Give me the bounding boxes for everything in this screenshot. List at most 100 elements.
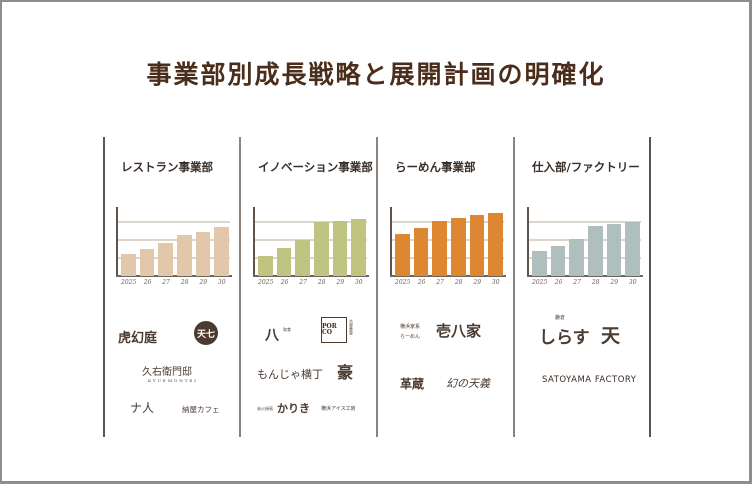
bar-chart: 2025 26 27 28 29 30 xyxy=(527,207,649,286)
divider-line xyxy=(103,137,105,437)
x-tick-label: 30 xyxy=(491,279,500,286)
panel-title: レストラン事業部 xyxy=(121,160,213,174)
bar-2025 xyxy=(121,253,136,276)
x-tick-label: 28 xyxy=(454,279,463,286)
logo-ten: 天 xyxy=(601,325,621,347)
page-title: 事業部別成長戦略と展開計画の明確化 xyxy=(146,60,606,89)
divider-line xyxy=(513,137,515,437)
bar-28 xyxy=(314,221,329,276)
panel-title: らーめん事業部 xyxy=(395,160,476,174)
x-tick-label: 29 xyxy=(610,279,619,286)
logo-taishu-shokudo: 大衆食堂 xyxy=(349,319,354,335)
logo-kakuzo: 革蔵 xyxy=(400,377,425,391)
x-axis xyxy=(253,275,369,277)
divider-line xyxy=(239,137,241,437)
bar-chart: 2025 26 27 28 29 30 xyxy=(390,207,512,286)
x-tick-label: 2025 xyxy=(395,279,411,286)
logo-kariki: かりき xyxy=(277,402,310,415)
logo-tenshichi: 天七 xyxy=(194,321,218,345)
logo-satoyama-factory: SATOYAMA FACTORY xyxy=(542,375,637,385)
x-tick-label: 27 xyxy=(436,279,444,286)
bar-27 xyxy=(432,220,448,276)
bar-29 xyxy=(469,215,485,276)
bar-2025 xyxy=(532,250,547,276)
panel-factory: 仕入部/ファクトリー 2025 26 27 28 29 30 鎌倉 しらす 天 SATOY… xyxy=(515,137,650,437)
logo-sumibi: 炭火焼鳥 xyxy=(257,406,273,411)
logo-iekei: 横浜家系 xyxy=(400,324,421,330)
x-tick-label: 30 xyxy=(354,279,363,286)
x-tick-label: 30 xyxy=(217,279,226,286)
x-tick-label: 2025 xyxy=(121,279,137,286)
bar-27 xyxy=(158,243,174,276)
logo-ichihachiya: 壱八家 xyxy=(436,322,482,340)
y-axis xyxy=(527,207,529,277)
panel-restaurant: レストラン事業部 2025 26 27 28 29 30 虎幻庭 天七 久右衛門邸 KYU… xyxy=(104,137,239,437)
bar-chart: 2025 26 27 28 29 30 xyxy=(253,207,375,286)
bar-26 xyxy=(550,245,566,276)
logo-maboroshi-tengi: 幻の天義 xyxy=(446,377,490,390)
y-axis xyxy=(390,207,392,277)
x-tick-label: 29 xyxy=(199,279,208,286)
bar-30 xyxy=(351,219,367,276)
x-tick-label: 2025 xyxy=(258,279,274,286)
divider-line xyxy=(649,137,651,437)
bar-29 xyxy=(332,220,348,276)
bar-30 xyxy=(488,212,504,276)
x-axis xyxy=(527,275,643,277)
bar-26 xyxy=(139,248,155,276)
logo-porco: POR CO xyxy=(321,317,347,343)
panel-ramen: らーめん事業部 2025 26 27 28 29 30 横浜家系 らーめん 壱八家 革蔵 … xyxy=(378,137,513,437)
x-tick-label: 29 xyxy=(336,279,345,286)
x-tick-label: 2025 xyxy=(532,279,548,286)
brand-logos: 八 和食 POR CO 大衆食堂 もんじゃ横丁 豪 炭火焼鳥 かりき 横浜アイス… xyxy=(241,315,376,435)
bar-26 xyxy=(276,247,292,276)
bar-chart: 2025 26 27 28 29 30 xyxy=(116,207,238,286)
logo-kyuemontei-sub: KYUEMONTEI xyxy=(148,378,198,383)
bar-26 xyxy=(413,228,429,276)
x-tick-label: 26 xyxy=(280,279,289,286)
panel-title: イノベーション事業部 xyxy=(258,160,373,174)
y-axis xyxy=(116,207,118,277)
x-tick-label: 26 xyxy=(417,279,426,286)
x-tick-label: 26 xyxy=(554,279,563,286)
logo-shirasu: しらす xyxy=(539,328,590,348)
logo-hachi: 八 xyxy=(265,328,279,344)
x-tick-label: 26 xyxy=(143,279,152,286)
x-tick-label: 28 xyxy=(317,279,326,286)
panel-title: 仕入部/ファクトリー xyxy=(532,160,640,174)
logo-yokohama-ice: 横浜アイス工房 xyxy=(321,406,356,412)
logo-washoku: 和食 xyxy=(283,327,291,332)
x-axis xyxy=(116,275,232,277)
logo-go: 豪 xyxy=(337,363,354,382)
x-tick-label: 27 xyxy=(573,279,581,286)
x-tick-label: 30 xyxy=(628,279,637,286)
bar-2025 xyxy=(395,234,410,276)
logo-monja-yokocho: もんじゃ横丁 xyxy=(257,368,323,381)
logo-kogentei: 虎幻庭 xyxy=(118,331,158,346)
y-axis xyxy=(253,207,255,277)
divider-line xyxy=(376,137,378,437)
x-tick-label: 29 xyxy=(473,279,482,286)
bar-27 xyxy=(295,239,311,276)
panel-innovation: イノベーション事業部 2025 26 27 28 29 30 八 和食 POR CO 大衆… xyxy=(241,137,376,437)
x-tick-label: 28 xyxy=(180,279,189,286)
brand-logos: 横浜家系 らーめん 壱八家 革蔵 幻の天義 xyxy=(378,315,513,435)
bar-29 xyxy=(195,231,211,276)
bar-28 xyxy=(177,235,192,276)
bar-2025 xyxy=(258,256,273,276)
x-axis xyxy=(390,275,506,277)
logo-mark: ナ人 xyxy=(130,401,155,415)
bar-27 xyxy=(569,239,585,276)
x-tick-label: 27 xyxy=(162,279,170,286)
bar-28 xyxy=(451,217,466,276)
x-tick-label: 27 xyxy=(299,279,307,286)
bar-30 xyxy=(214,226,230,276)
bar-30 xyxy=(625,221,641,276)
logo-kyuemontei: 久右衛門邸 xyxy=(142,367,192,378)
bar-28 xyxy=(588,225,603,276)
brand-logos: 鎌倉 しらす 天 SATOYAMA FACTORY xyxy=(515,315,650,435)
brand-logos: 虎幻庭 天七 久右衛門邸 KYUEMONTEI ナ人 納屋カフェ xyxy=(104,315,239,435)
bar-29 xyxy=(606,223,622,276)
x-tick-label: 28 xyxy=(591,279,600,286)
logo-naya-cafe: 納屋カフェ xyxy=(182,405,220,414)
